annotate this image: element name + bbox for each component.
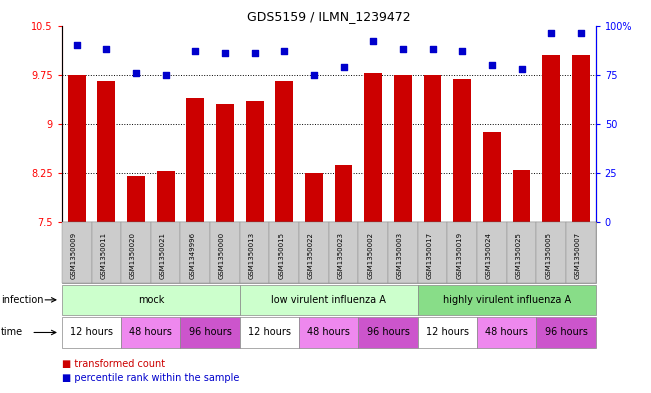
Bar	[157, 171, 174, 222]
Bar	[98, 81, 115, 222]
Text: 48 hours: 48 hours	[130, 327, 173, 338]
Text: 12 hours: 12 hours	[70, 327, 113, 338]
Text: 12 hours: 12 hours	[248, 327, 291, 338]
Point	[131, 70, 141, 76]
Bar	[305, 173, 323, 222]
Point	[220, 50, 230, 56]
Point	[546, 30, 557, 37]
Bar	[365, 73, 382, 222]
Bar	[68, 75, 85, 222]
Point	[160, 72, 171, 78]
Bar	[453, 79, 471, 222]
Bar	[335, 165, 352, 222]
Text: GSM1350019: GSM1350019	[456, 231, 462, 279]
Bar	[483, 132, 501, 222]
Text: 48 hours: 48 hours	[485, 327, 528, 338]
Point	[72, 42, 82, 48]
Text: ■ percentile rank within the sample: ■ percentile rank within the sample	[62, 373, 239, 383]
Text: 96 hours: 96 hours	[367, 327, 409, 338]
Bar	[245, 101, 264, 222]
Point	[516, 66, 527, 72]
Text: GSM1350017: GSM1350017	[426, 231, 432, 279]
Text: GSM1350024: GSM1350024	[486, 232, 492, 279]
Text: 96 hours: 96 hours	[189, 327, 232, 338]
Bar	[572, 55, 590, 222]
Text: GSM1350025: GSM1350025	[516, 232, 521, 279]
Point	[190, 48, 201, 54]
Point	[487, 62, 497, 68]
Text: GSM1350007: GSM1350007	[575, 231, 581, 279]
Text: GDS5159 / ILMN_1239472: GDS5159 / ILMN_1239472	[247, 10, 411, 23]
Point	[575, 30, 586, 37]
Text: GSM1350002: GSM1350002	[367, 231, 373, 279]
Text: time: time	[1, 327, 23, 338]
Text: 96 hours: 96 hours	[545, 327, 587, 338]
Text: low virulent influenza A: low virulent influenza A	[271, 295, 386, 305]
Text: GSM1350022: GSM1350022	[308, 232, 314, 279]
Bar	[275, 81, 293, 222]
Text: GSM1350020: GSM1350020	[130, 231, 136, 279]
Text: GSM1350003: GSM1350003	[397, 231, 403, 279]
Text: GSM1350021: GSM1350021	[159, 231, 165, 279]
Bar	[424, 75, 441, 222]
Point	[427, 46, 437, 52]
Point	[309, 72, 319, 78]
Text: mock: mock	[137, 295, 164, 305]
Point	[101, 46, 111, 52]
Text: GSM1350009: GSM1350009	[71, 231, 77, 279]
Text: highly virulent influenza A: highly virulent influenza A	[443, 295, 571, 305]
Bar	[394, 75, 412, 222]
Text: GSM1350011: GSM1350011	[100, 231, 106, 279]
Point	[368, 38, 378, 44]
Text: GSM1350013: GSM1350013	[249, 231, 255, 279]
Text: GSM1350015: GSM1350015	[278, 231, 284, 279]
Point	[249, 50, 260, 56]
Text: 12 hours: 12 hours	[426, 327, 469, 338]
Bar	[127, 176, 145, 222]
Text: GSM1350000: GSM1350000	[219, 231, 225, 279]
Text: GSM1349996: GSM1349996	[189, 231, 195, 279]
Point	[398, 46, 408, 52]
Bar	[512, 170, 531, 222]
Text: 48 hours: 48 hours	[307, 327, 350, 338]
Text: GSM1350023: GSM1350023	[338, 231, 344, 279]
Point	[339, 64, 349, 70]
Point	[279, 48, 290, 54]
Point	[457, 48, 467, 54]
Bar	[186, 97, 204, 222]
Text: GSM1350005: GSM1350005	[545, 231, 551, 279]
Bar	[216, 104, 234, 222]
Bar	[542, 55, 560, 222]
Text: infection: infection	[1, 295, 43, 305]
Text: ■ transformed count: ■ transformed count	[62, 358, 165, 369]
